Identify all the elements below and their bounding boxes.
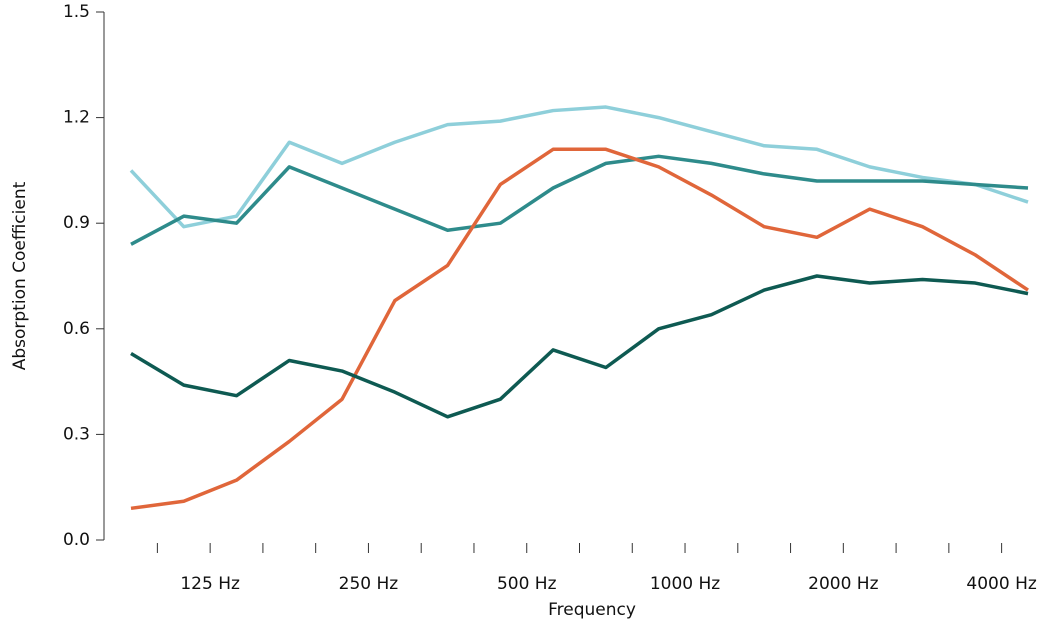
x-tick-label: 2000 Hz [808,574,878,594]
y-tick-label: 0.3 [63,424,90,444]
series-line [130,154,1029,246]
y-tick-label: 0.0 [63,530,90,550]
x-axis-label: Frequency [548,600,636,620]
series-line [130,274,1029,419]
series-line [129,105,1029,229]
x-tick-label: 4000 Hz [966,574,1036,594]
x-tick-label: 250 Hz [339,574,399,594]
y-tick-label: 0.6 [63,319,90,339]
series-line [130,147,1029,511]
x-tick-label: 125 Hz [180,574,240,594]
y-axis-label: Absorption Coefficient [10,181,30,370]
y-tick-label: 1.2 [63,108,90,128]
y-tick-label: 1.5 [63,2,90,22]
x-tick-label: 1000 Hz [650,574,720,594]
y-tick-label: 0.9 [63,213,90,233]
x-tick-label: 500 Hz [497,574,557,594]
